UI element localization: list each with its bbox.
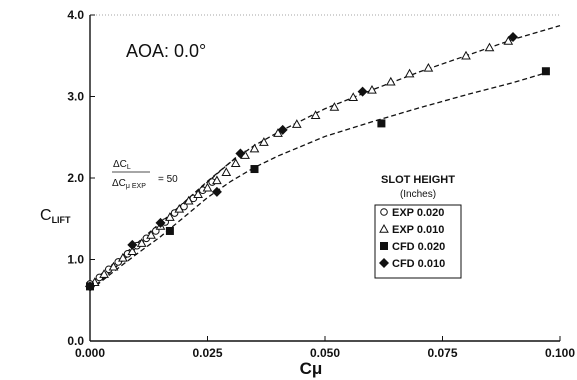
legend-marker [379,258,389,268]
x-tick-label: 0.025 [192,346,222,360]
data-point [385,76,396,86]
data-point [221,167,232,176]
y-axis-label-main: C [40,207,52,224]
data-point [108,261,119,271]
data-point [367,84,377,94]
data-point [273,128,283,137]
y-axis-label-sub: LIFT [52,215,71,225]
data-point [329,102,340,111]
data-point [503,36,514,45]
data-point [508,32,518,43]
y-tick-label: 1.0 [67,253,84,267]
slope-annotation: ΔCL ΔCμ EXP = 50 [112,159,178,190]
data-points [85,32,550,292]
x-axis-label: Cμ [300,359,323,378]
data-point [174,203,185,213]
x-tick-label: 0.100 [545,346,575,360]
data-point [202,182,213,192]
legend-marker [380,208,388,216]
data-point [249,143,260,153]
legend-box [374,204,462,279]
legend-item-label: EXP 0.020 [392,207,444,219]
data-point [118,252,128,262]
x-tick-label: 0.075 [427,346,457,360]
data-point [165,226,174,235]
legend-item-label: EXP 0.010 [392,224,444,236]
data-point [127,239,138,250]
data-point [484,42,495,52]
data-point [461,50,471,60]
fit-line [89,24,561,291]
data-point [99,269,109,278]
data-point [348,92,359,102]
data-point [541,67,550,76]
y-axis-label: CLIFT [40,207,71,225]
data-point [277,124,288,135]
data-point [155,217,166,228]
data-point [235,148,246,159]
data-point [193,189,203,198]
data-point [85,281,95,292]
data-point [423,62,434,72]
data-point [146,230,156,239]
aoa-annotation: AOA: 0.0° [126,41,206,61]
data-point [291,119,302,128]
fit-lines [89,24,561,291]
y-tick-label: 3.0 [67,90,84,104]
legend-subtitle: (Inches) [400,189,436,200]
legend-title: SLOT HEIGHT [381,174,455,186]
data-point [212,175,222,185]
data-point [127,246,138,256]
legend: SLOT HEIGHT (Inches) EXP 0.020 EXP 0.010 C… [374,174,462,279]
data-point [211,186,222,197]
legend-marker [380,242,388,250]
legend-item-label: CFD 0.010 [392,258,445,270]
slope-numerator: ΔCL [113,159,131,171]
data-point [357,86,368,97]
slope-denominator: ΔCμ EXP [112,178,146,190]
data-point [165,212,175,221]
legend-item-label: CFD 0.020 [392,241,445,253]
data-point [259,137,269,146]
y-tick-label: 2.0 [67,171,84,185]
data-point [230,158,241,168]
data-point [310,110,321,119]
data-point [377,119,386,128]
x-tick-label: 0.000 [75,346,105,360]
data-point [250,165,259,174]
data-point [183,195,194,205]
y-tick-label: 0.0 [67,334,84,348]
tick-labels: 0.000 0.025 0.050 0.075 0.100 0.0 1.0 2.0 3.0 4.0 [67,8,575,360]
y-tick-label: 4.0 [67,8,84,22]
data-point [404,68,415,78]
legend-marker [379,223,389,233]
data-point [136,238,147,247]
x-tick-label: 0.050 [310,346,340,360]
slope-value: = 50 [158,174,178,185]
